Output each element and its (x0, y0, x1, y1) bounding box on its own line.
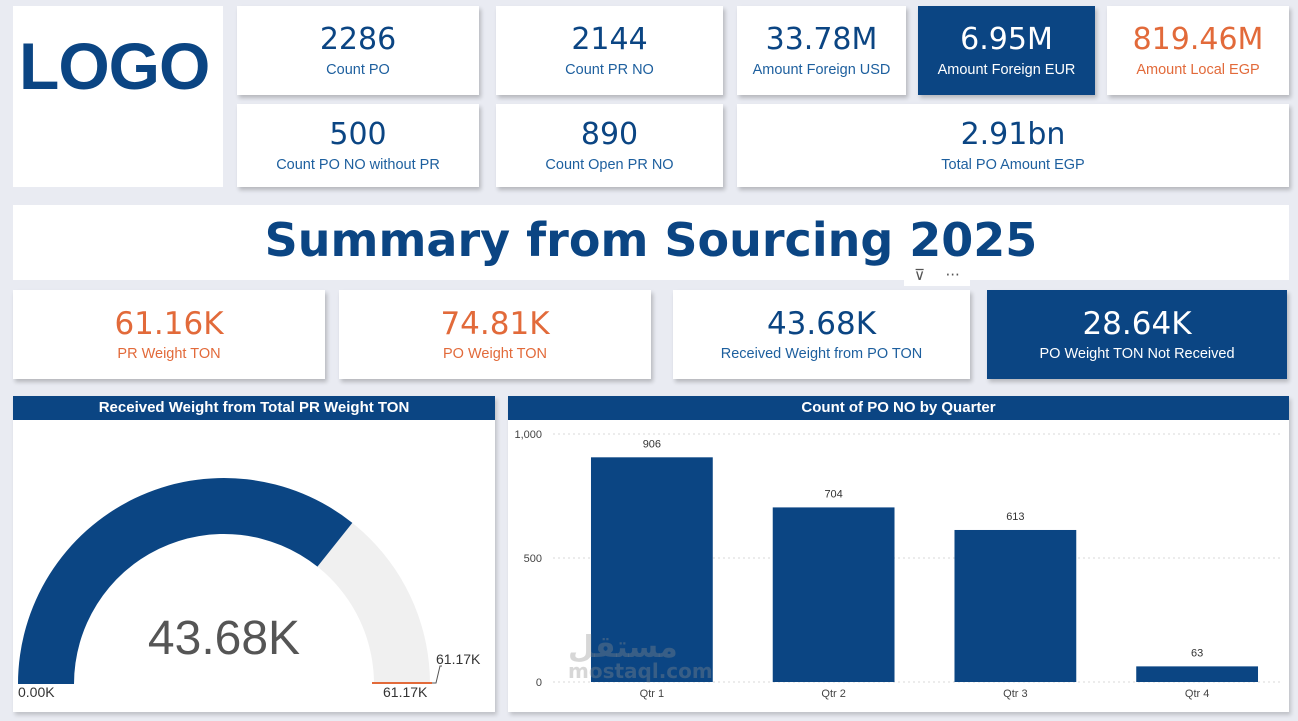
kpi-po-weight-ton[interactable]: 74.81K PO Weight TON (339, 290, 651, 379)
kpi-value: 33.78M (765, 22, 878, 58)
logo: LOGO (13, 6, 223, 187)
kpi-value: 500 (329, 117, 387, 153)
more-options-icon[interactable]: ··· (945, 266, 960, 284)
bar-qtr-2[interactable] (772, 507, 895, 682)
bar-data-label: 613 (1006, 511, 1024, 523)
kpi-value: 28.64K (1082, 305, 1192, 342)
kpi-label: Count PO (326, 61, 390, 78)
kpi-value: 61.16K (114, 305, 224, 342)
gauge-title: Received Weight from Total PR Weight TON (13, 396, 495, 420)
kpi-value: 43.68K (766, 305, 877, 342)
gauge-max-label: 61.17K (383, 684, 428, 700)
x-tick-label: Qtr 2 (821, 688, 845, 700)
kpi-amount-foreign-usd[interactable]: 33.78M Amount Foreign USD (737, 6, 906, 95)
bar-qtr-1[interactable] (590, 457, 713, 682)
kpi-label: Amount Foreign USD (752, 61, 891, 78)
logo-text: LOGO (19, 29, 210, 103)
x-tick-label: Qtr 1 (640, 688, 664, 700)
kpi-amount-foreign-eur[interactable]: 6.95M Amount Foreign EUR (918, 6, 1095, 95)
kpi-label: Count PO NO without PR (276, 156, 440, 173)
kpi-label: PR Weight TON (117, 346, 221, 363)
gauge-panel[interactable]: Received Weight from Total PR Weight TON… (13, 396, 495, 712)
bar-chart-title: Count of PO NO by Quarter (508, 396, 1289, 420)
kpi-count-po[interactable]: 2286 Count PO (237, 6, 479, 95)
gauge-min-label: 0.00K (18, 684, 55, 700)
kpi-label: PO Weight TON (443, 346, 547, 363)
kpi-count-po-without-pr[interactable]: 500 Count PO NO without PR (237, 104, 479, 187)
page-title: Summary from Sourcing 2025 (264, 213, 1038, 267)
gauge-chart: 43.68K 0.00K 61.17K 61.17K (18, 477, 481, 700)
kpi-value: 2144 (571, 22, 648, 58)
kpi-count-pr-no[interactable]: 2144 Count PR NO (496, 6, 723, 95)
kpi-label: Amount Local EGP (1136, 61, 1260, 78)
filter-icon[interactable]: ⊽ (914, 266, 926, 284)
bar-data-label: 704 (824, 488, 842, 500)
kpi-count-open-pr-no[interactable]: 890 Count Open PR NO (496, 104, 723, 187)
kpi-label: Count PR NO (565, 61, 654, 78)
kpi-value: 2.91bn (960, 117, 1066, 153)
visual-header: ⊽ ··· (904, 264, 970, 286)
bar-data-label: 63 (1191, 647, 1203, 659)
kpi-value: 2286 (319, 22, 397, 58)
kpi-po-weight-not-received[interactable]: 28.64K PO Weight TON Not Received (987, 290, 1287, 379)
x-tick-label: Qtr 4 (1185, 688, 1209, 700)
kpi-value: 74.81K (440, 305, 550, 342)
watermark: مستقل mostaql.com (568, 630, 713, 683)
watermark-text: مستقل (568, 630, 678, 665)
kpi-label: Received Weight from PO TON (720, 346, 923, 363)
kpi-amount-local-egp[interactable]: 819.46M Amount Local EGP (1107, 6, 1289, 95)
bar-data-label: 906 (643, 438, 661, 450)
kpi-value: 890 (580, 117, 639, 153)
kpi-pr-weight-ton[interactable]: 61.16K PR Weight TON (13, 290, 325, 379)
kpi-total-po-amount-egp[interactable]: 2.91bn Total PO Amount EGP (737, 104, 1289, 187)
y-tick-label: 0 (536, 677, 542, 689)
kpi-label: Total PO Amount EGP (941, 156, 1085, 173)
x-tick-label: Qtr 3 (1003, 688, 1027, 700)
kpi-label: Amount Foreign EUR (937, 61, 1076, 78)
gauge-target-label: 61.17K (436, 651, 481, 667)
kpi-value: 6.95M (960, 22, 1053, 58)
bar-chart-panel[interactable]: Count of PO NO by Quarter 0 500 1,000 906 Q… (508, 396, 1289, 712)
y-tick-label: 500 (524, 553, 542, 565)
y-tick-label: 1,000 (514, 429, 542, 441)
gauge-value-label: 43.68K (148, 612, 300, 665)
kpi-label: PO Weight TON Not Received (1039, 346, 1235, 363)
kpi-received-weight-from-po-ton[interactable]: 43.68K Received Weight from PO TON (673, 290, 970, 379)
kpi-label: Count Open PR NO (545, 156, 674, 173)
title-card: Summary from Sourcing 2025 (13, 205, 1289, 280)
kpi-value: 819.46M (1132, 22, 1264, 58)
bar-qtr-3[interactable] (954, 529, 1077, 682)
gauge-target-leader (432, 665, 442, 684)
watermark-sub: mostaql.com (568, 659, 713, 683)
bar-chart: 0 500 1,000 906 Qtr 1 704 Qtr 2 613 Qtr 3 63 Qtr … (514, 429, 1280, 700)
bar-qtr-4[interactable] (1136, 666, 1259, 682)
gauge-fill (18, 477, 353, 684)
